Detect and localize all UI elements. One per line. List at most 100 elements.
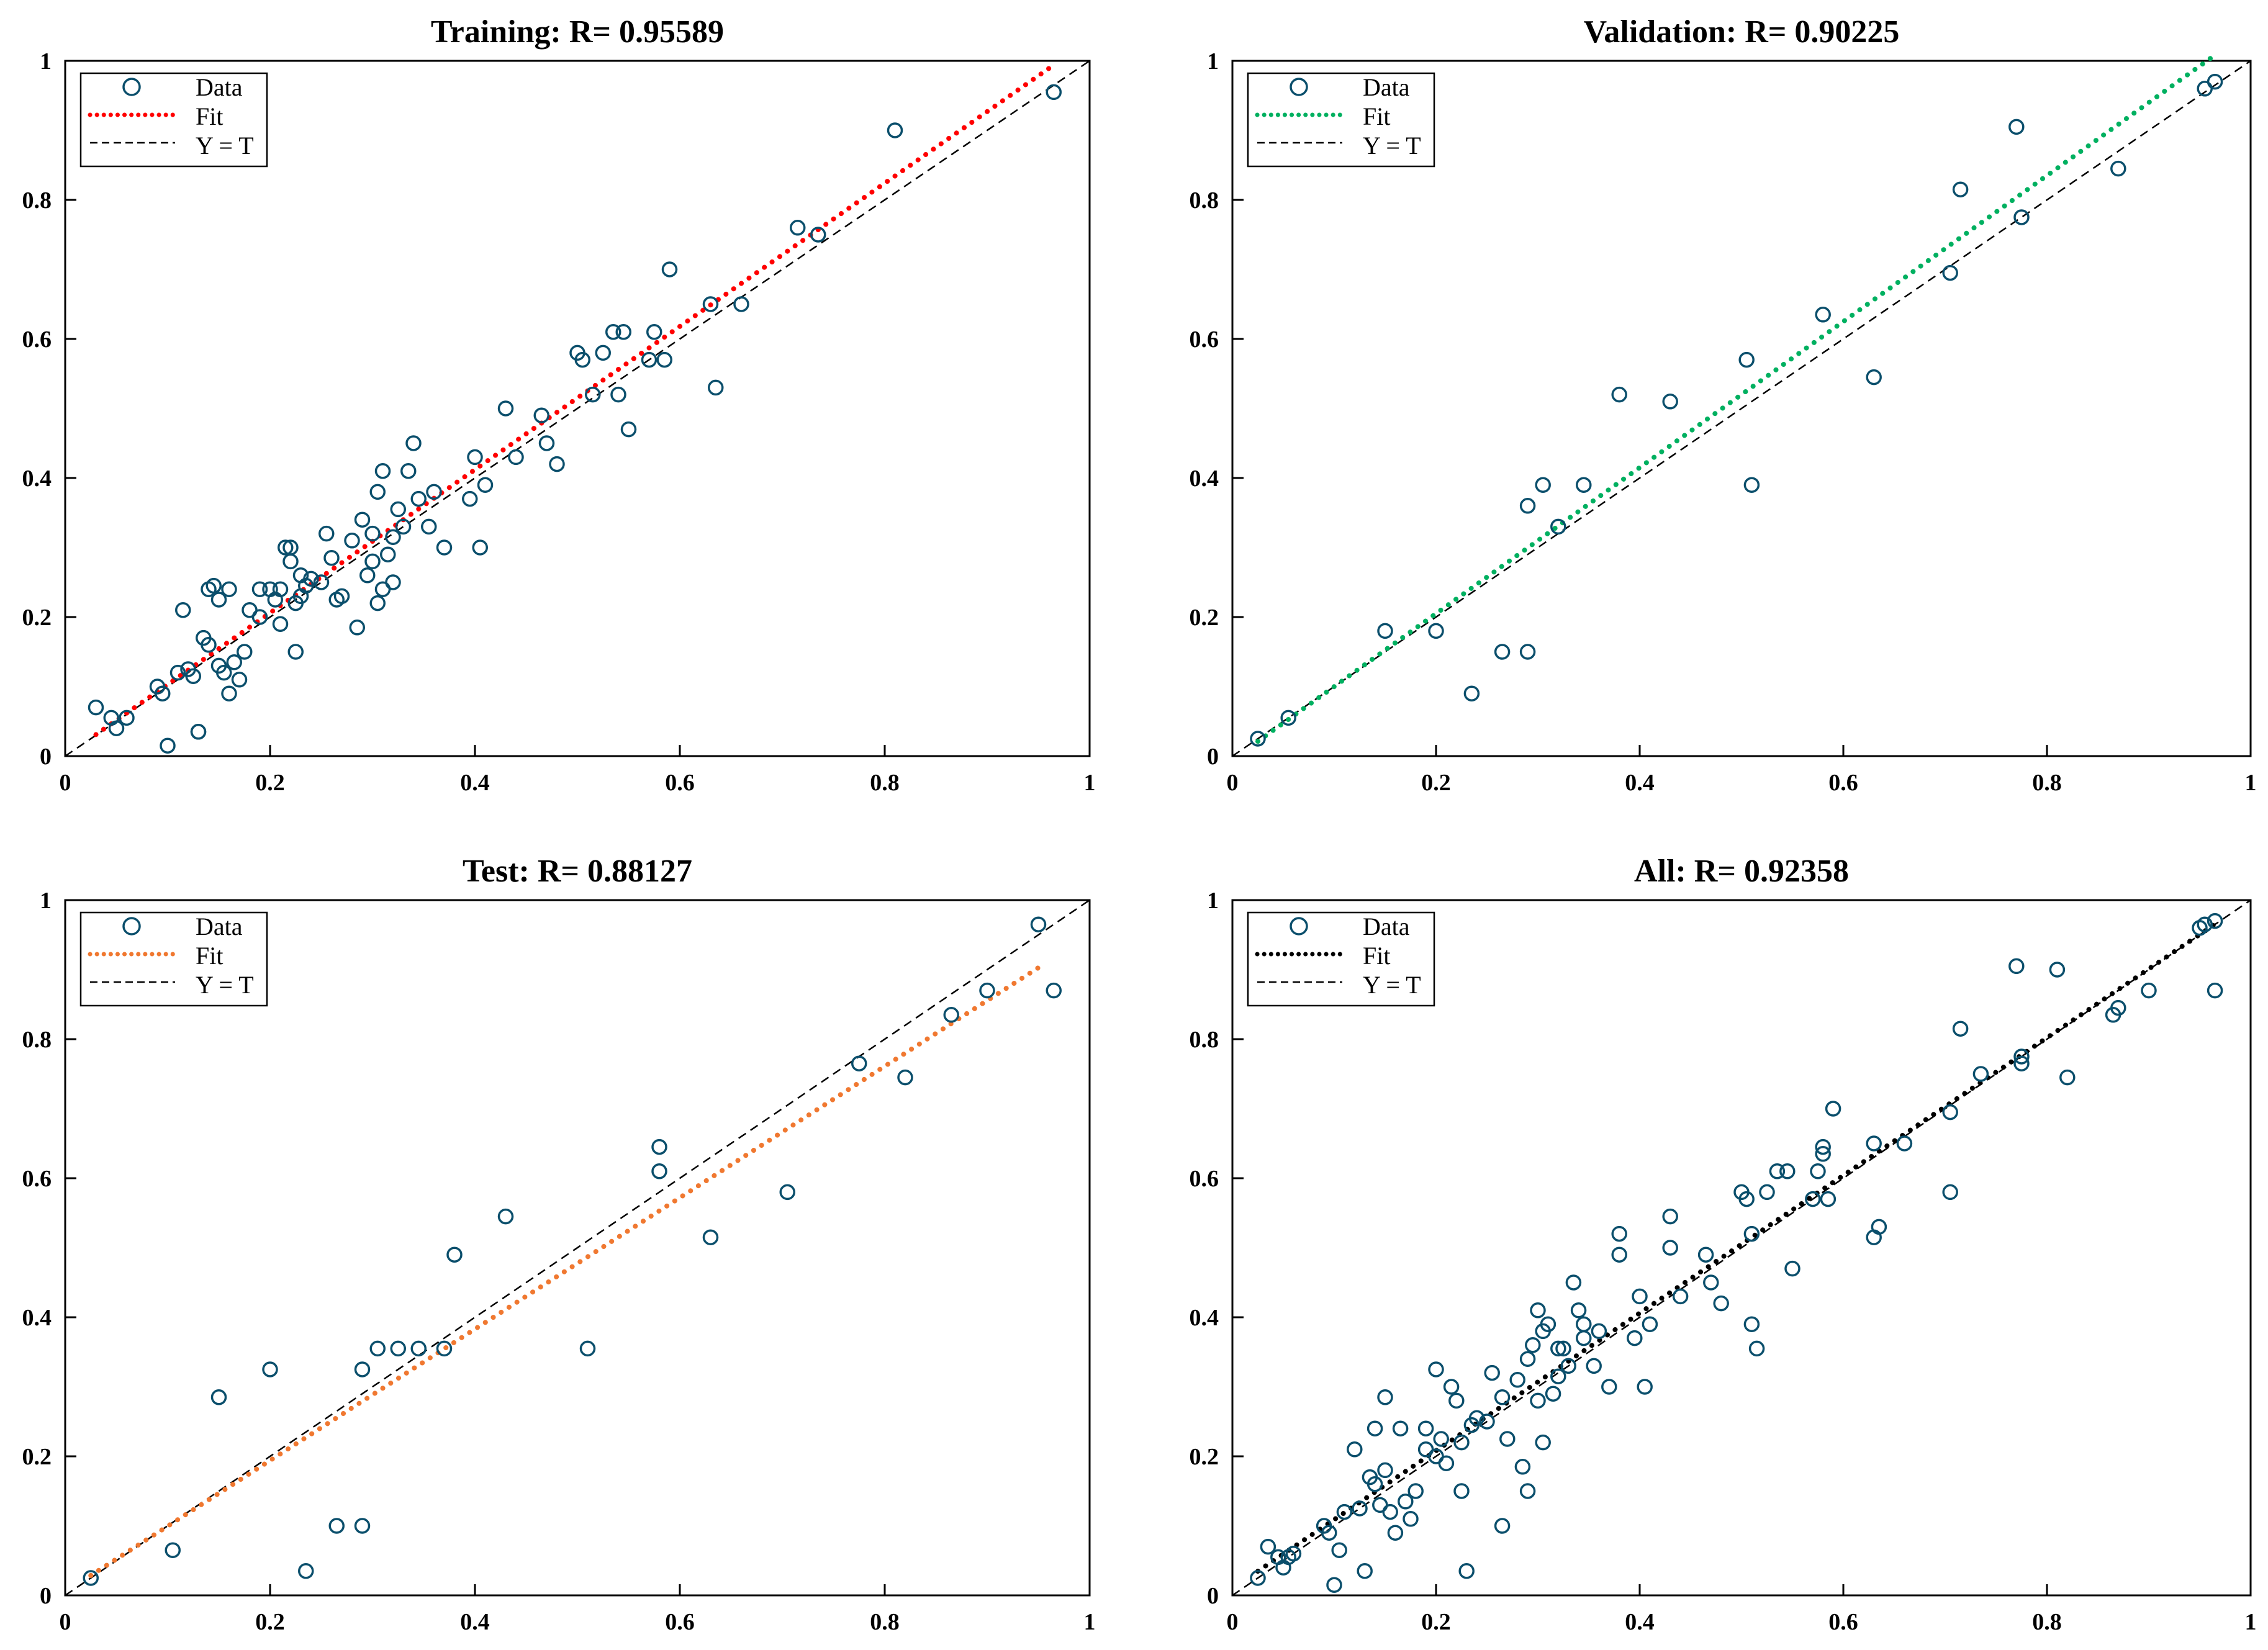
- data-point: [1743, 477, 1760, 493]
- y-tick-label: 0.2: [1190, 1444, 1219, 1470]
- data-point: [538, 435, 555, 451]
- data-point: [282, 553, 299, 570]
- data-point: [2013, 209, 2030, 225]
- data-point: [262, 1361, 278, 1377]
- data-point: [1743, 1225, 1760, 1242]
- data-point: [1825, 1101, 1841, 1117]
- data-point: [155, 685, 171, 701]
- data-point: [1815, 1146, 1831, 1162]
- data-point: [1250, 731, 1266, 747]
- data-point: [1530, 1392, 1546, 1409]
- y-tick-label: 0.2: [22, 1444, 52, 1470]
- chart-title: All: R= 0.92358: [1634, 854, 1849, 889]
- data-point: [615, 324, 631, 340]
- data-point: [2049, 962, 2066, 978]
- data-point: [354, 512, 371, 528]
- y-tick-label: 1: [1207, 48, 1219, 74]
- data-point: [1942, 264, 1958, 281]
- plot-frame: [1231, 60, 2252, 757]
- y-tick-label: 0.6: [22, 327, 52, 353]
- data-point: [1662, 1208, 1678, 1225]
- data-point: [385, 529, 401, 545]
- y-tick-label: 0.8: [1190, 1027, 1219, 1053]
- y-tick-label: 0: [40, 1583, 52, 1609]
- data-point: [1576, 1316, 1592, 1332]
- data-point: [1738, 351, 1755, 368]
- data-point: [1642, 1316, 1658, 1332]
- y-tick-label: 0.4: [1190, 466, 1219, 492]
- data-point: [810, 227, 826, 243]
- data-point: [2207, 913, 2223, 929]
- legend-box: [79, 911, 268, 1007]
- legend-label: Y = T: [196, 971, 254, 999]
- x-tick-label: 0.2: [255, 770, 285, 796]
- data-point: [436, 539, 453, 556]
- legend-marker-data: [1290, 917, 1308, 935]
- data-point: [1810, 1163, 1826, 1179]
- data-point: [851, 1055, 867, 1071]
- data-point: [595, 345, 611, 361]
- data-point: [1260, 1538, 1276, 1555]
- data-point: [1713, 1295, 1729, 1312]
- x-tick-label: 0.6: [665, 770, 695, 796]
- y-tick-label: 0.4: [22, 466, 52, 492]
- data-point: [579, 1340, 596, 1357]
- fit-line: [88, 962, 1046, 1578]
- data-point: [1550, 1340, 1566, 1357]
- data-point: [1591, 1323, 1607, 1340]
- data-point: [410, 490, 427, 507]
- chart-panel-1: Training: R= 0.95589 00 0.2 0.2 0.4 0.4 0.6 0.6…: [22, 14, 1096, 796]
- data-point: [319, 525, 335, 542]
- data-point: [282, 539, 299, 556]
- data-point: [1952, 1021, 1969, 1037]
- data-point: [610, 386, 626, 403]
- data-point: [380, 546, 396, 562]
- data-point: [1611, 386, 1627, 403]
- x-tick-label: 0: [60, 770, 71, 796]
- data-point: [2013, 1048, 2030, 1065]
- x-tick-label: 0.4: [460, 1609, 490, 1635]
- data-point: [2141, 982, 2157, 999]
- data-point: [1866, 1135, 1882, 1152]
- data-point: [1428, 1361, 1444, 1377]
- data-point: [2013, 1055, 2030, 1071]
- data-point: [472, 539, 488, 556]
- data-point: [1398, 1494, 1414, 1510]
- identity-line: [1232, 899, 2251, 1597]
- data-point: [1453, 1434, 1470, 1451]
- data-point: [1280, 710, 1296, 726]
- data-point: [549, 456, 565, 472]
- data-point: [1805, 1191, 1821, 1207]
- data-point: [1453, 1483, 1470, 1499]
- data-point: [1377, 1462, 1393, 1479]
- data-point: [651, 1163, 667, 1179]
- data-point: [1403, 1511, 1419, 1527]
- data-point: [369, 1340, 386, 1357]
- chart-panel-3: Test: R= 0.88127 00 0.2 0.2 0.4 0.4 0.6 0.6 0.8 0…: [22, 854, 1096, 1635]
- data-point: [1046, 84, 1062, 101]
- data-point: [1743, 1316, 1760, 1332]
- data-point: [390, 1340, 406, 1357]
- data-point: [364, 525, 381, 542]
- x-tick-label: 0.4: [1625, 770, 1655, 796]
- data-point: [897, 1069, 913, 1086]
- data-point: [779, 1184, 795, 1201]
- x-tick-label: 0.8: [2032, 770, 2062, 796]
- data-point: [1672, 1288, 1689, 1305]
- data-point: [323, 550, 340, 566]
- legend-label: Y = T: [196, 132, 254, 160]
- data-point: [2207, 73, 2223, 90]
- x-tick-label: 0.6: [1828, 770, 1858, 796]
- data-point: [190, 724, 207, 740]
- data-point: [620, 421, 637, 438]
- data-point: [169, 664, 186, 681]
- data-point: [1250, 1570, 1266, 1586]
- data-point: [210, 1389, 227, 1405]
- data-point: [1352, 1500, 1368, 1517]
- data-point: [313, 574, 330, 590]
- data-point: [272, 616, 289, 632]
- data-point: [1784, 1260, 1800, 1277]
- legend-label: Data: [196, 73, 243, 101]
- y-tick-label: 0.6: [1190, 327, 1219, 353]
